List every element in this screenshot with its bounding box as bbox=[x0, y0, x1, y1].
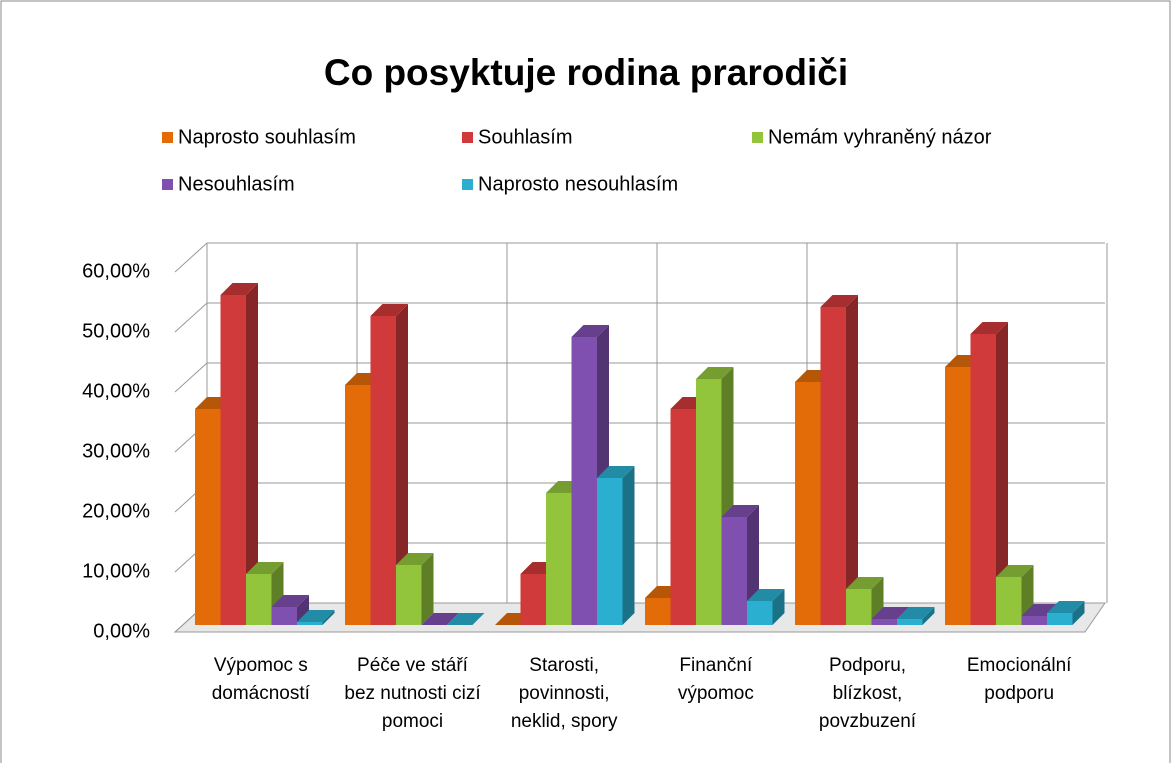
bar-top bbox=[871, 607, 909, 619]
legend-swatch bbox=[162, 179, 173, 190]
bar bbox=[297, 622, 323, 625]
bar bbox=[996, 577, 1022, 625]
x-tick-label: Emocionální podporu bbox=[966, 655, 1072, 704]
legend-label: Nemám vyhraněný názor bbox=[768, 126, 992, 148]
bar-top bbox=[996, 565, 1034, 577]
bar-top bbox=[721, 505, 759, 517]
bar-side bbox=[246, 283, 258, 625]
y-tick-label: 40,00% bbox=[82, 380, 150, 402]
bar bbox=[1021, 616, 1047, 625]
bar-side bbox=[1072, 601, 1085, 625]
grid-line bbox=[174, 302, 208, 333]
y-tick-label: 60,00% bbox=[82, 260, 150, 282]
bar-top bbox=[820, 295, 858, 307]
bar bbox=[246, 574, 272, 625]
bar-side bbox=[396, 304, 408, 625]
bar-side bbox=[421, 553, 434, 625]
bar bbox=[820, 307, 846, 625]
bar-side bbox=[297, 595, 309, 625]
bar-top bbox=[747, 589, 785, 601]
legend-swatch bbox=[462, 179, 473, 190]
y-tick-label: 0,00% bbox=[93, 620, 150, 642]
legend-label: Naprosto nesouhlasím bbox=[478, 173, 678, 195]
bar-top bbox=[696, 367, 734, 379]
bar bbox=[670, 409, 696, 625]
bar-top bbox=[897, 607, 935, 619]
bar-top bbox=[421, 613, 459, 625]
legend-label: Souhlasím bbox=[478, 126, 573, 148]
bar-side bbox=[996, 322, 1008, 625]
x-tick-label: Starosti, povinnosti, neklid, spory bbox=[510, 655, 618, 732]
legend-swatch bbox=[162, 132, 173, 143]
legend-label: Nesouhlasím bbox=[178, 173, 295, 195]
bar bbox=[195, 409, 221, 625]
y-tick-label: 20,00% bbox=[82, 500, 150, 522]
bar bbox=[520, 574, 546, 625]
x-tick-label: Podporu, blízkost, povzbuzení bbox=[818, 655, 917, 732]
bar-top bbox=[297, 610, 335, 622]
y-tick-label: 10,00% bbox=[82, 560, 150, 582]
legend-label: Naprosto souhlasím bbox=[178, 126, 356, 148]
bar bbox=[871, 619, 897, 625]
bar-top bbox=[846, 577, 884, 589]
bar-top bbox=[970, 322, 1008, 334]
bar-top bbox=[597, 466, 635, 478]
grid-line bbox=[174, 242, 208, 273]
bar bbox=[696, 379, 722, 625]
bar-top bbox=[220, 283, 258, 295]
y-tick-label: 30,00% bbox=[82, 440, 150, 462]
bar-top bbox=[1047, 601, 1085, 613]
bar bbox=[795, 382, 821, 625]
bar-top bbox=[396, 553, 434, 565]
x-tick-label: Finanční výpomoc bbox=[677, 655, 754, 704]
legend-swatch bbox=[752, 132, 763, 143]
bar-top bbox=[370, 304, 408, 316]
bar bbox=[846, 589, 872, 625]
bar-side bbox=[322, 610, 335, 625]
bar bbox=[571, 337, 597, 625]
bar bbox=[645, 598, 671, 625]
x-tick-label: Péče ve stáří bez nutnosti cizí pomoci bbox=[344, 655, 481, 732]
bar-side bbox=[846, 295, 858, 625]
chart-title: Co posyktuje rodina prarodiči bbox=[324, 52, 848, 93]
bar-side bbox=[622, 466, 635, 625]
bar-top bbox=[571, 325, 609, 337]
bar bbox=[897, 619, 923, 625]
bar bbox=[970, 334, 996, 625]
bar bbox=[546, 493, 572, 625]
bar bbox=[271, 607, 297, 625]
bar bbox=[747, 601, 773, 625]
legend-swatch bbox=[462, 132, 473, 143]
bar-side bbox=[922, 607, 935, 625]
bar bbox=[945, 367, 971, 625]
bar-top bbox=[271, 595, 309, 607]
bar bbox=[220, 295, 246, 625]
bar bbox=[1047, 613, 1073, 625]
bar-top bbox=[246, 562, 284, 574]
y-tick-label: 50,00% bbox=[82, 320, 150, 342]
grid-line bbox=[174, 362, 208, 393]
bar bbox=[396, 565, 422, 625]
x-tick-label: Výpomoc s domácností bbox=[211, 655, 310, 704]
bar-top bbox=[447, 613, 485, 625]
bar bbox=[721, 517, 747, 625]
bar bbox=[597, 478, 623, 625]
bar bbox=[345, 385, 371, 625]
bar bbox=[370, 316, 396, 625]
